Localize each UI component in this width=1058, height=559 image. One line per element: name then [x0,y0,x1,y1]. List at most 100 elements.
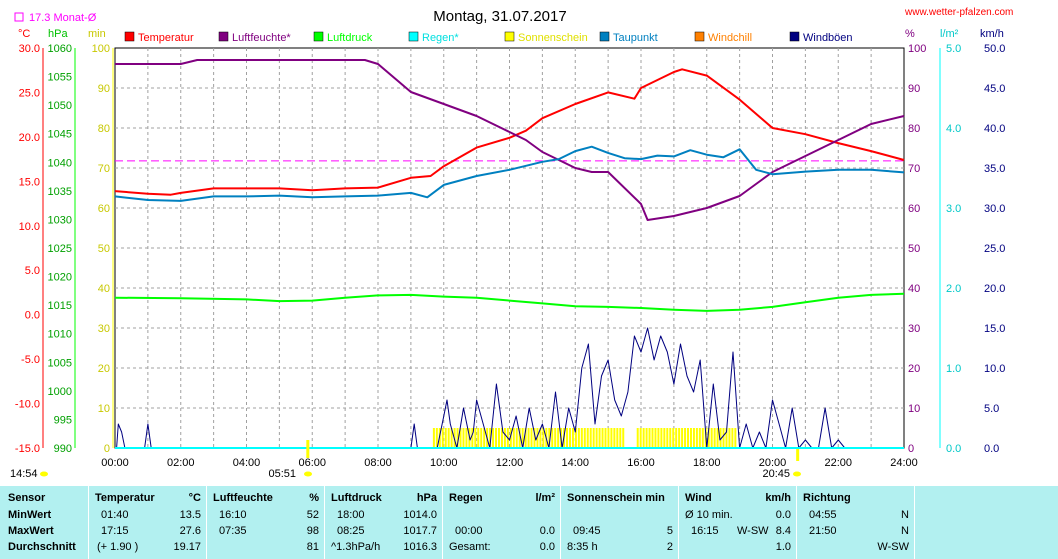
y-tick-temp_c: 5.0 [25,265,40,277]
y-tick-pressure_hpa: 995 [54,414,72,426]
series-temperatur [114,68,905,196]
axes: 00:00 02:00 04:00 06:00 08:00 10:00 12:00 14:00… [15,43,1006,469]
plot-area [114,59,905,449]
y-tick-sunshine_min: 20 [98,363,110,375]
stats-col-press: Luftdruck hPa 18:00 1014.0 08:25 1017.7 … [324,486,443,559]
stats-min-dir-val: N [901,509,909,521]
stats-h-rain-unit: l/m² [535,492,555,504]
y-tick-pressure_hpa: 1035 [48,186,72,198]
sunrise-mark [306,440,310,458]
y-tick-sunshine_min: 90 [98,83,110,95]
stats-max-dir-val: N [901,525,909,537]
stats-h-temp: Temperatur [95,492,155,504]
y-tick-temp_c: -10.0 [15,399,40,411]
y-tick-wind_kmh: 35.0 [984,163,1005,175]
stats-col-wind: Wind km/h Ø 10 min. 0.0 16:15 W-SW 8.4 1… [678,486,797,559]
y-tick-pressure_hpa: 990 [54,443,72,455]
y-tick-rain_lm2: 1.0 [946,363,961,375]
monthly-avg-label: 17.3 Monat-Ø [29,12,97,24]
y-tick-sunshine_min: 100 [92,43,110,55]
y-tick-sunshine_min: 30 [98,323,110,335]
stats-avg-press-val: 1016.3 [403,541,437,553]
stats-max-hum-val: 98 [306,525,319,537]
legend-swatch [218,31,229,42]
stats-h-wind-unit: km/h [765,492,791,504]
legend-swatch [504,31,515,42]
y-tick-wind_kmh: 40.0 [984,123,1005,135]
stats-h-hum-unit: % [309,492,319,504]
y-tick-temp_c: 0.0 [25,310,40,322]
y-tick-temp_c: 10.0 [19,221,40,233]
legend-swatch [313,31,324,42]
y-tick-pressure_hpa: 1005 [48,357,72,369]
stats-max-sun-time: 09:45 [573,525,601,537]
sunrise-label: 05:51 [268,468,296,480]
x-tick-label: 16:00 [627,457,655,469]
x-tick-label: 20:00 [759,457,787,469]
stats-max-rain-val: 0.0 [539,525,555,537]
stats-max-hum-time: 07:35 [219,525,247,537]
y-tick-pressure_hpa: 1050 [48,100,72,112]
y-tick-sunshine_min: 50 [98,243,110,255]
y-tick-wind_kmh: 50.0 [984,43,1005,55]
stats-min-wind-time: Ø 10 min. [685,509,733,521]
y-tick-wind_kmh: 0.0 [984,443,999,455]
y-tick-pressure_hpa: 1045 [48,129,72,141]
y-tick-humidity_pct: 90 [908,83,920,95]
stats-avg-temp-val: 19.17 [173,541,201,553]
x-tick-label: 22:00 [824,457,852,469]
x-tick-label: 14:00 [561,457,589,469]
y-tick-humidity_pct: 50 [908,243,920,255]
stats-h-wind: Wind [685,492,712,504]
x-tick-label: 02:00 [167,457,195,469]
y-tick-wind_kmh: 15.0 [984,323,1005,335]
chart-title: Montag, 31.07.2017 [433,8,566,25]
y-tick-humidity_pct: 30 [908,323,920,335]
y-tick-temp_c: 15.0 [19,176,40,188]
series-windben [115,327,904,449]
y-tick-temp_c: 25.0 [19,87,40,99]
stats-h-temp-unit: °C [188,492,201,504]
stats-min-temp-time: 01:40 [101,509,129,521]
y-tick-pressure_hpa: 1010 [48,329,72,341]
stats-avg-temp-time: (+ 1.90 ) [97,541,139,553]
legend-swatch [789,31,800,42]
legend-label: Temperatur [138,32,194,44]
stats-max-wind-val: 8.4 [775,525,791,537]
stats-avg-press-time: ^1.3hPa/h [331,541,381,553]
stats-panel: Sensor MinWert MaxWert Durchschnitt Temp… [0,486,1058,559]
series-luftdruck [114,292,905,312]
legend-swatch [408,31,419,42]
y-tick-pressure_hpa: 1060 [48,43,72,55]
stats-max-wind-time: 16:15 [691,525,719,537]
stats-avg-wind-val: 1.0 [775,541,791,553]
unit-rain: l/m² [940,28,959,40]
stats-max-dir-time: 21:50 [809,525,837,537]
y-tick-humidity_pct: 80 [908,123,920,135]
stats-h-dir: Richtung [803,492,851,504]
y-tick-pressure_hpa: 1020 [48,272,72,284]
legend-swatch [599,31,610,42]
x-tick-label: 24:00 [890,457,918,469]
series-taupunkt [114,145,905,202]
y-tick-wind_kmh: 25.0 [984,243,1005,255]
legend-label: Luftdruck [327,32,373,44]
y-tick-humidity_pct: 0 [908,443,914,455]
y-tick-sunshine_min: 60 [98,203,110,215]
stats-h-press: Luftdruck [331,492,382,504]
y-tick-rain_lm2: 5.0 [946,43,961,55]
sunset-dot [793,471,801,477]
y-tick-humidity_pct: 60 [908,203,920,215]
y-tick-wind_kmh: 20.0 [984,283,1005,295]
stats-avg-hum-val: 81 [306,541,319,553]
y-tick-sunshine_min: 80 [98,123,110,135]
stats-min-hum-val: 52 [306,509,319,521]
stats-max-press-time: 08:25 [337,525,365,537]
y-tick-rain_lm2: 3.0 [946,203,961,215]
x-tick-label: 12:00 [496,457,524,469]
stats-col-hum: Luftfeuchte % 16:10 52 07:35 98 81 [206,486,325,559]
y-tick-humidity_pct: 100 [908,43,926,55]
stats-max-press-val: 1017.7 [403,525,437,537]
stats-avg-label: Durchschnitt [8,541,76,553]
y-tick-rain_lm2: 0.0 [946,443,961,455]
